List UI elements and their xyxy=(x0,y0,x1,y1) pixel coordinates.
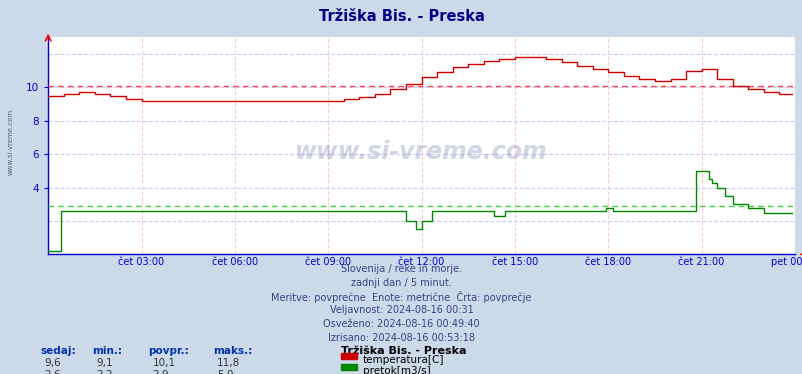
Text: min.:: min.: xyxy=(92,346,122,356)
Text: sedaj:: sedaj: xyxy=(40,346,75,356)
Text: 9,1: 9,1 xyxy=(96,358,113,368)
Text: zadnji dan / 5 minut.: zadnji dan / 5 minut. xyxy=(350,278,452,288)
Text: www.si-vreme.com: www.si-vreme.com xyxy=(295,140,547,164)
Text: Veljavnost: 2024-08-16 00:31: Veljavnost: 2024-08-16 00:31 xyxy=(329,305,473,315)
Text: Meritve: povprečne  Enote: metrične  Črta: povprečje: Meritve: povprečne Enote: metrične Črta:… xyxy=(271,291,531,303)
Text: www.si-vreme.com: www.si-vreme.com xyxy=(8,109,14,175)
Text: Slovenija / reke in morje.: Slovenija / reke in morje. xyxy=(341,264,461,274)
Text: 9,6: 9,6 xyxy=(44,358,61,368)
Text: 5,0: 5,0 xyxy=(217,370,233,374)
Text: 11,8: 11,8 xyxy=(217,358,240,368)
Text: maks.:: maks.: xyxy=(213,346,252,356)
Text: temperatura[C]: temperatura[C] xyxy=(363,355,444,365)
Text: Tržiška Bis. - Preska: Tržiška Bis. - Preska xyxy=(341,346,466,356)
Text: 2,6: 2,6 xyxy=(44,370,61,374)
Text: pretok[m3/s]: pretok[m3/s] xyxy=(363,366,430,374)
Text: 10,1: 10,1 xyxy=(152,358,176,368)
Text: 2,2: 2,2 xyxy=(96,370,113,374)
Text: 2,9: 2,9 xyxy=(152,370,169,374)
Text: Izrisano: 2024-08-16 00:53:18: Izrisano: 2024-08-16 00:53:18 xyxy=(327,333,475,343)
Text: povpr.:: povpr.: xyxy=(148,346,189,356)
Text: Osveženo: 2024-08-16 00:49:40: Osveženo: 2024-08-16 00:49:40 xyxy=(322,319,480,329)
Text: Tržiška Bis. - Preska: Tržiška Bis. - Preska xyxy=(318,9,484,24)
